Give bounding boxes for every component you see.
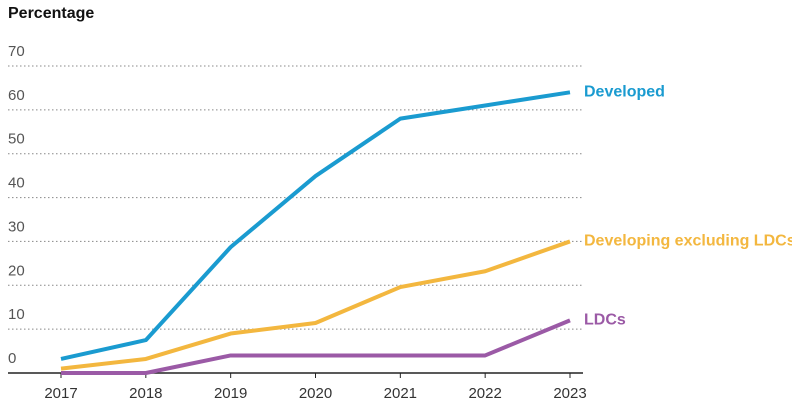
y-tick-label: 0	[8, 350, 16, 367]
x-tick-label: 2017	[44, 385, 77, 402]
y-tick-label: 30	[8, 218, 25, 235]
series-label: Developing excluding LDCs	[584, 233, 792, 250]
axis-title: Percentage	[8, 5, 94, 22]
series-line	[61, 318, 571, 375]
x-tick-label: 2021	[384, 385, 417, 402]
y-tick-label: 50	[8, 131, 25, 148]
x-tick-label: 2019	[214, 385, 247, 402]
y-tick-label: 70	[8, 43, 25, 60]
x-tick-label: 2023	[553, 385, 586, 402]
y-tick-label: 20	[8, 262, 25, 279]
y-tick-label: 10	[8, 306, 25, 323]
series-label: LDCs	[584, 312, 626, 329]
x-tick-label: 2022	[468, 385, 501, 402]
series-line	[60, 239, 571, 371]
series-label: Developed	[584, 84, 665, 101]
y-tick-label: 60	[8, 87, 25, 104]
x-tick-label: 2020	[299, 385, 332, 402]
x-tick-label: 2018	[129, 385, 162, 402]
series-line	[60, 90, 571, 361]
y-tick-label: 40	[8, 175, 25, 192]
